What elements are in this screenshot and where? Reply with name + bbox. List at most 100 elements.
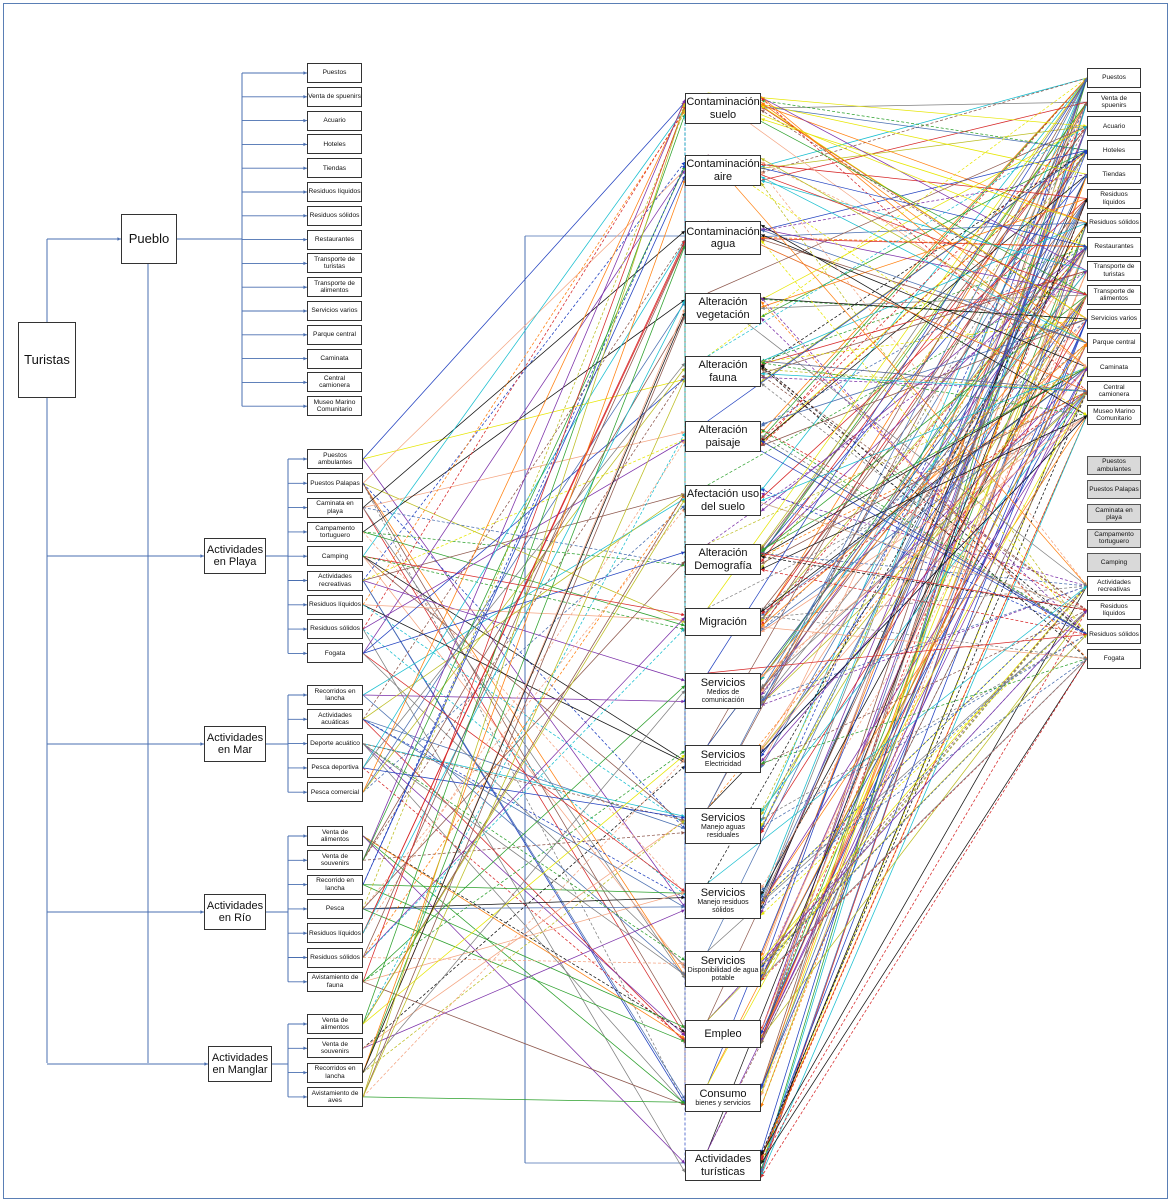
link-left-14-arrowhead [681,622,685,627]
link-right-257 [760,366,1088,616]
right-item-museo-marino-comunitario: Museo Marino Comunitario [1087,405,1141,426]
link-right-261-arrowhead [761,234,765,238]
link-right-210-arrowhead [760,1091,764,1096]
link-impact-365 [707,634,1088,674]
playa-item-caminata-en-playa-label: Caminata en playa [316,500,354,515]
bracket-link-playa-6-arrowhead [303,603,307,607]
manglar-item-venta-de-alimentos-label: Venta de alimentos [320,1016,350,1031]
right-item-acuario: Acuario [1087,116,1141,137]
link-right-226-arrowhead [761,548,765,553]
link-right-191 [760,222,1088,362]
link-impact-387-arrowhead [1083,367,1087,372]
right-item-transporte-de-turistas-label: Transporte de turistas [1093,263,1135,278]
link-right-240 [760,318,1088,1035]
right-item2-fogata: Fogata [1087,648,1141,669]
impact-alteracion-vegetacion: Alteración vegetación [685,293,761,324]
link-left-45 [362,694,686,976]
link-impact-359 [707,543,1088,611]
playa-item-fogata-label: Fogata [324,649,346,657]
impact-servicios-electricidad-subtitle: Electricidad [704,761,742,769]
link-left-15 [362,531,686,566]
right-legend-campamento-tortuguero-label: Campamento tortuguero [1094,530,1134,546]
link-left-23 [362,555,686,630]
link-right-236-arrowhead [761,109,765,114]
link-right-335 [760,658,1088,979]
right-item2-residuos-solidos: Residuos sólidos [1087,624,1141,645]
rio-item-venta-de-souvenirs: Venta de souvenirs [307,850,363,871]
link-left-110 [362,819,686,1073]
pueblo-item-caminata-label: Caminata [320,354,349,362]
link-left-62-arrowhead [681,505,685,509]
link-left-71 [362,99,686,861]
bracket-link-pueblo-4-arrowhead [303,166,307,170]
link-left-66-arrowhead [681,1028,685,1033]
link-right-155 [760,150,1088,629]
pueblo-item-restaurantes-label: Restaurantes [314,235,355,243]
pueblo-item-parque-central-label: Parque central [313,331,356,339]
right-item-venta-de-spuenirs: Venta de spuenirs [1087,92,1141,113]
link-right-152 [760,125,1088,550]
link-left-57-arrowhead [681,971,685,976]
link-right-145-arrowhead [761,695,765,700]
link-left-3 [362,169,686,484]
link-impact-360-arrowhead [1083,367,1087,371]
link-right-283 [760,415,1088,633]
link-right-320-arrowhead [761,429,765,433]
pueblo-item-transporte-de-alimentos-label: Transporte de alimentos [314,279,355,295]
link-left-87 [362,242,686,934]
link-left-105 [362,765,686,1049]
link-right-300-arrowhead [761,615,765,620]
impact-alteracion-fauna-label: Alteración fauna [698,359,748,384]
group-playa-label: Actividades en Playa [206,543,264,568]
link-impact-385 [707,391,1088,1151]
bracket-link-rio-1-arrowhead [303,858,307,863]
pueblo-item-transporte-de-alimentos: Transporte de alimentos [307,277,362,298]
link-right-300 [760,585,1088,619]
bracket-link-pueblo-1-arrowhead [303,95,307,99]
link-right-140 [760,101,1088,1173]
mar-item-deporte-acuatico: Deporte acuático [307,733,363,754]
link-right-180-arrowhead [761,763,765,768]
right-legend-puestos-palapas: Puestos Palapas [1087,480,1141,500]
link-left-104-arrowhead [681,909,685,913]
playa-item-campamento-tortuguero-label: Campamento tortuguero [315,524,355,539]
manglar-item-venta-de-souvenirs: Venta de souvenirs [307,1038,363,1059]
impact-servicios-disponibilidad-de-agua-potable: Servicios Disponibilidad de agua potable [685,951,761,987]
bracket-link-mar-2-arrowhead [303,741,307,746]
link-impact-373 [707,77,1088,809]
link-right-222-arrowhead [761,306,765,311]
rio-item-pesca: Pesca [307,898,363,919]
bracket-link-mar-0-arrowhead [303,693,307,697]
right-legend-caminata-en-playa-label: Caminata en playa [1095,506,1133,521]
impact-contaminacion-agua: Contaminación agua [685,221,761,255]
link-right-278-arrowhead [761,807,765,812]
right-legend-caminata-en-playa: Caminata en playa [1087,504,1141,524]
link-right-336 [760,658,1088,891]
bracket-link-manglar-1-arrowhead [303,1046,307,1051]
link-right-179-arrowhead [761,494,765,499]
link-right-305 [760,428,1088,611]
pueblo-item-residuos-solidos-label: Residuos sólidos [309,212,360,220]
link-left-79-arrowhead [681,1038,685,1042]
link-right-249-arrowhead [761,884,765,889]
impact-servicios-electricidad-label: Servicios [700,748,746,761]
group-rio-label: Actividades en Río [206,899,264,924]
impact-servicios-manejo-aguas-residuales: Servicios Manejo aguas residuales [685,808,761,844]
link-impact-340 [707,92,1088,248]
pueblo-item-residuos-liquidos-label: Residuos líquidos [308,188,361,196]
link-left-27-arrowhead [681,161,685,166]
manglar-item-avistamiento-de-aves-label: Avistamiento de aves [311,1089,359,1104]
link-right-269-arrowhead [761,683,765,688]
pueblo-item-central-camionera: Central camionera [307,372,362,393]
link-right-180 [760,198,1088,768]
rio-item-residuos-solidos-label: Residuos sólidos [310,953,360,961]
playa-item-actividades-recreativas-label: Actividades recreativas [318,573,352,588]
link-left-52-arrowhead [681,956,685,961]
impact-empleo-label: Empleo [704,1027,742,1040]
bracket-link-playa-7-arrowhead [303,627,307,631]
link-right-270 [760,391,1088,762]
link-left-69-arrowhead [681,1159,685,1164]
link-right-209 [760,246,1088,1090]
group-playa: Actividades en Playa [204,538,266,574]
link-right-175 [760,198,1088,308]
